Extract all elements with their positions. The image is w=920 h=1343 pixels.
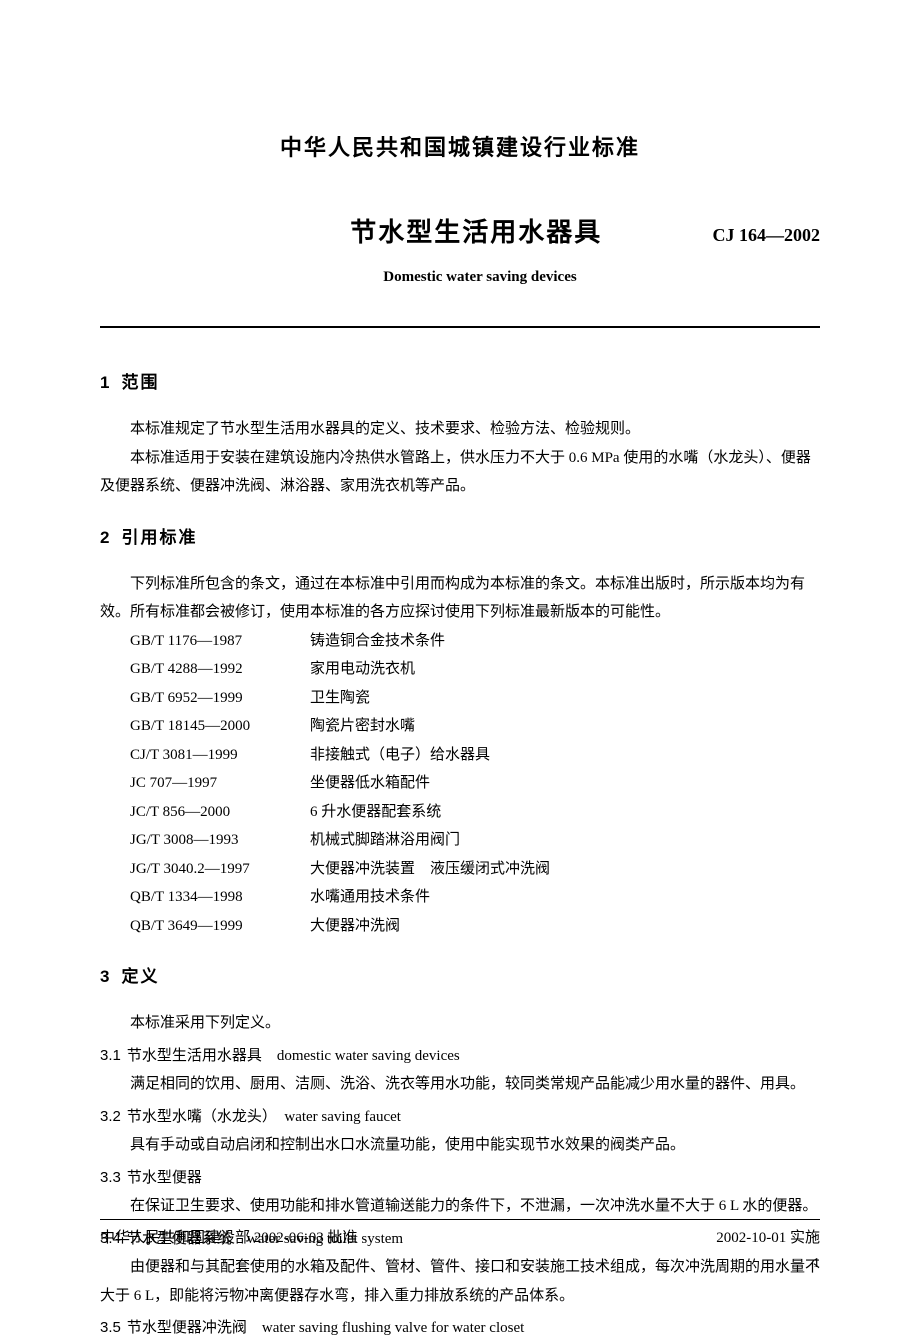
- reference-name: 水嘴通用技术条件: [310, 883, 430, 912]
- footer-right: 2002-10-01 实施: [716, 1226, 820, 1247]
- definition-desc: 具有手动或自动启闭和控制出水口水流量功能，使用中能实现节水效果的阀类产品。: [100, 1131, 820, 1160]
- definition-term-cn: 节水型生活用水器具 domestic water saving devices: [127, 1048, 460, 1064]
- footer-left: 中华人民共和国建设部 2002-06-03 批准: [100, 1226, 358, 1247]
- section-2-title: 引用标准: [121, 528, 197, 547]
- reference-name: 非接触式（电子）给水器具: [310, 741, 490, 770]
- reference-code: JC/T 856—2000: [130, 798, 310, 827]
- section-1-title: 范围: [121, 373, 159, 392]
- reference-name: 大便器冲洗阀: [310, 912, 400, 941]
- reference-row: GB/T 18145—2000陶瓷片密封水嘴: [130, 712, 820, 741]
- section-3-num: 3: [100, 967, 111, 986]
- definition-term: 3.1 节水型生活用水器具 domestic water saving devic…: [100, 1042, 820, 1071]
- section-1-num: 1: [100, 373, 111, 392]
- reference-row: QB/T 1334—1998水嘴通用技术条件: [130, 883, 820, 912]
- reference-code: JG/T 3008—1993: [130, 826, 310, 855]
- definition-desc: 在保证卫生要求、使用功能和排水管道输送能力的条件下，不泄漏，一次冲洗水量不大于 …: [100, 1192, 820, 1221]
- definition-desc: 满足相同的饮用、厨用、洁厕、洗浴、洗衣等用水功能，较同类常规产品能减少用水量的器…: [100, 1070, 820, 1099]
- reference-code: QB/T 3649—1999: [130, 912, 310, 941]
- definition-term-cn: 节水型水嘴（水龙头） water saving faucet: [127, 1109, 401, 1125]
- definition-term: 3.3 节水型便器: [100, 1164, 820, 1193]
- definition-num: 3.3: [100, 1169, 121, 1186]
- reference-code: JC 707—1997: [130, 769, 310, 798]
- definition-desc: 由便器和与其配套使用的水箱及配件、管材、管件、接口和安装施工技术组成，每次冲洗周…: [100, 1253, 820, 1310]
- reference-name: 机械式脚踏淋浴用阀门: [310, 826, 460, 855]
- definition-term-cn: 节水型便器: [127, 1170, 202, 1186]
- definition-num: 3.1: [100, 1047, 121, 1064]
- definition-term: 3.5 节水型便器冲洗阀 water saving flushing valve …: [100, 1314, 820, 1343]
- reference-row: JG/T 3040.2—1997大便器冲洗装置 液压缓闭式冲洗阀: [130, 855, 820, 884]
- definitions-container: 3.1 节水型生活用水器具 domestic water saving devic…: [100, 1042, 820, 1343]
- divider: [100, 326, 820, 328]
- reference-name: 坐便器低水箱配件: [310, 769, 430, 798]
- reference-name: 6 升水便器配套系统: [310, 798, 441, 827]
- reference-code: GB/T 4288—1992: [130, 655, 310, 684]
- definition-num: 3.5: [100, 1319, 121, 1336]
- reference-row: GB/T 1176—1987铸造铜合金技术条件: [130, 627, 820, 656]
- section-1-heading: 1 范围: [100, 368, 820, 393]
- reference-name: 家用电动洗衣机: [310, 655, 415, 684]
- reference-code: QB/T 1334—1998: [130, 883, 310, 912]
- section-2-num: 2: [100, 528, 111, 547]
- footer-bar: 中华人民共和国建设部 2002-06-03 批准 2002-10-01 实施: [100, 1219, 820, 1247]
- section-2-heading: 2 引用标准: [100, 523, 820, 548]
- title-en: Domestic water saving devices: [100, 269, 820, 286]
- title-cn: 节水型生活用水器具: [100, 212, 713, 249]
- definition-term-cn: 节水型便器冲洗阀 water saving flushing valve for…: [127, 1320, 524, 1336]
- reference-row: GB/T 4288—1992家用电动洗衣机: [130, 655, 820, 684]
- section-1-para1: 本标准规定了节水型生活用水器具的定义、技术要求、检验方法、检验规则。: [100, 415, 820, 444]
- reference-code: CJ/T 3081—1999: [130, 741, 310, 770]
- reference-list: GB/T 1176—1987铸造铜合金技术条件GB/T 4288—1992家用电…: [130, 627, 820, 941]
- reference-name: 大便器冲洗装置 液压缓闭式冲洗阀: [310, 855, 550, 884]
- reference-name: 卫生陶瓷: [310, 684, 370, 713]
- reference-name: 陶瓷片密封水嘴: [310, 712, 415, 741]
- section-2-intro: 下列标准所包含的条文，通过在本标准中引用而构成为本标准的条文。本标准出版时，所示…: [100, 570, 820, 627]
- reference-code: GB/T 6952—1999: [130, 684, 310, 713]
- reference-row: GB/T 6952—1999卫生陶瓷: [130, 684, 820, 713]
- reference-row: JG/T 3008—1993机械式脚踏淋浴用阀门: [130, 826, 820, 855]
- section-3-intro: 本标准采用下列定义。: [100, 1009, 820, 1038]
- section-3-title: 定义: [121, 967, 159, 986]
- page-number: 1: [813, 1256, 820, 1272]
- reference-row: JC 707—1997坐便器低水箱配件: [130, 769, 820, 798]
- reference-code: GB/T 18145—2000: [130, 712, 310, 741]
- reference-row: CJ/T 3081—1999非接触式（电子）给水器具: [130, 741, 820, 770]
- title-row: 节水型生活用水器具 CJ 164—2002: [100, 212, 820, 249]
- standard-org: 中华人民共和国城镇建设行业标准: [100, 130, 820, 162]
- definition-term: 3.2 节水型水嘴（水龙头） water saving faucet: [100, 1103, 820, 1132]
- reference-row: JC/T 856—20006 升水便器配套系统: [130, 798, 820, 827]
- section-1-para2: 本标准适用于安装在建筑设施内冷热供水管路上，供水压力不大于 0.6 MPa 使用…: [100, 444, 820, 501]
- reference-code: GB/T 1176—1987: [130, 627, 310, 656]
- reference-row: QB/T 3649—1999大便器冲洗阀: [130, 912, 820, 941]
- reference-name: 铸造铜合金技术条件: [310, 627, 445, 656]
- standard-code: CJ 164—2002: [713, 225, 821, 246]
- section-3-heading: 3 定义: [100, 962, 820, 987]
- reference-code: JG/T 3040.2—1997: [130, 855, 310, 884]
- definition-num: 3.2: [100, 1108, 121, 1125]
